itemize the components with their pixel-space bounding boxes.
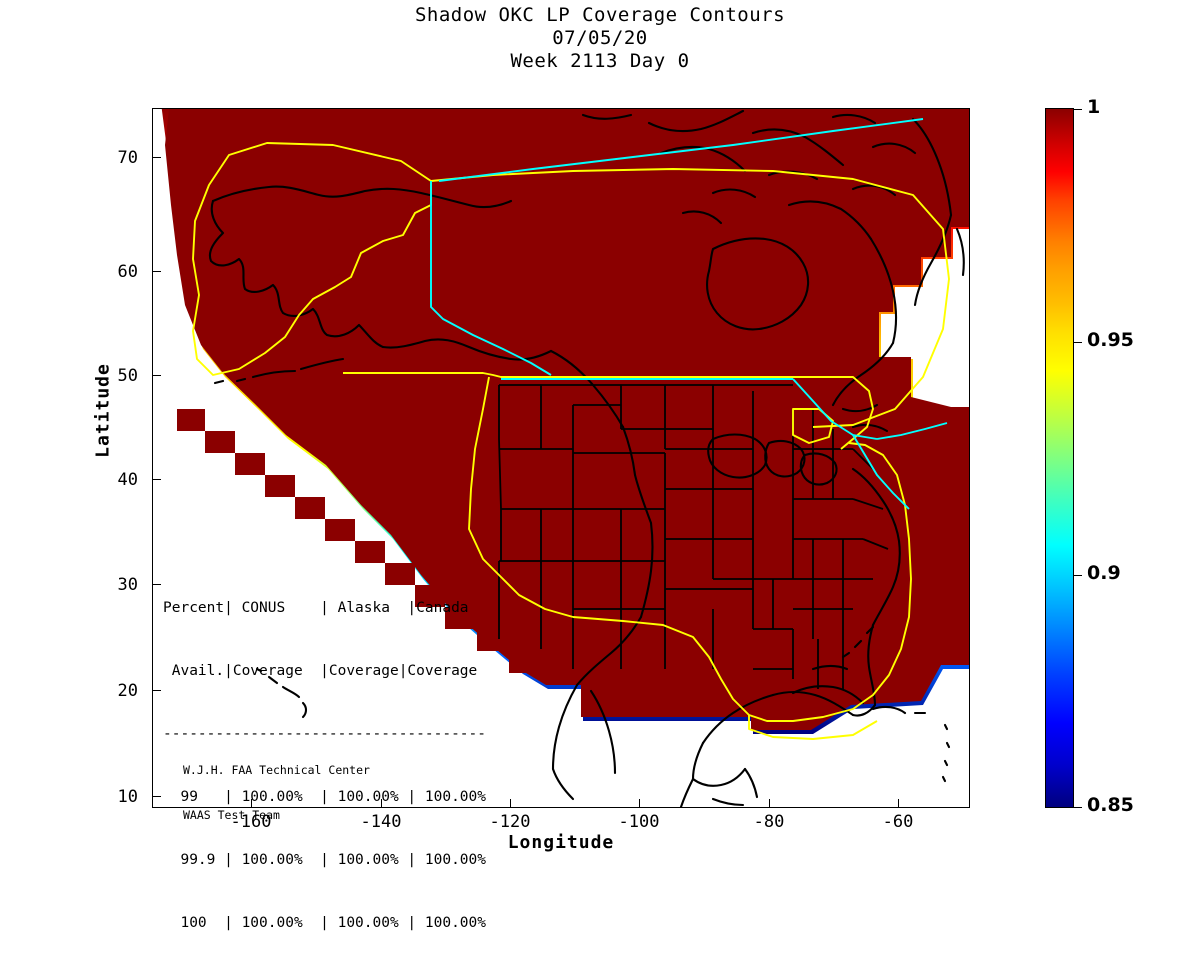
colorbar-label-095: 0.95: [1087, 329, 1134, 351]
ytick-label-20: 20: [117, 681, 138, 701]
credit-line-2: WAAS Test Team: [183, 808, 280, 822]
xtick-label-m60: -60: [882, 812, 914, 832]
figure-canvas: Shadow OKC LP Coverage Contours 07/05/20…: [0, 4, 1200, 931]
ytick-label-10: 10: [117, 787, 138, 807]
colorbar-label-1: 1: [1087, 96, 1101, 118]
ytick-label-60: 60: [117, 262, 138, 282]
service-volume-boundaries: [192, 142, 950, 740]
table-row: 99 | 100.00% | 100.00% | 100.00%: [163, 789, 487, 805]
table-header-row-2: Avail.|Coverage |Coverage|Coverage: [163, 663, 478, 679]
table-divider: -------------------------------------: [163, 726, 487, 742]
figure-title: Shadow OKC LP Coverage Contours 07/05/20…: [0, 4, 1200, 73]
ytick-label-30: 30: [117, 575, 138, 595]
ytick-label-70: 70: [117, 148, 138, 168]
xtick-label-m80: -80: [753, 812, 785, 832]
colorbar-tick: [1074, 807, 1082, 808]
y-axis-title: Latitude: [92, 363, 114, 458]
table-row: 100 | 100.00% | 100.00% | 100.00%: [163, 915, 487, 931]
credit-line-1: W.J.H. FAA Technical Center: [183, 763, 370, 777]
colorbar-label-09: 0.9: [1087, 562, 1121, 584]
international-borders: [430, 118, 948, 510]
credit-block: W.J.H. FAA Technical Center WAAS Test Te…: [183, 733, 370, 853]
map-svg: [153, 109, 969, 807]
title-line-1: Shadow OKC LP Coverage Contours: [414, 4, 786, 26]
map-plot-area: [152, 108, 970, 808]
coverage-edge-steps: [177, 409, 543, 673]
title-line-3: Week 2113 Day 0: [510, 50, 690, 72]
xtick-label-m100: -100: [618, 812, 660, 832]
table-row: 99.9 | 100.00% | 100.00% | 100.00%: [163, 852, 487, 868]
x-axis-title: Longitude: [507, 832, 615, 853]
coverage-region: [165, 109, 969, 730]
colorbar-tick: [1074, 575, 1082, 576]
table-header-row-1: Percent| CONUS | Alaska |Canada: [163, 600, 469, 616]
colorbar-label-085: 0.85: [1087, 794, 1134, 816]
colorbar-tick: [1074, 109, 1082, 110]
colorbar: 1 0.95 0.9 0.85: [1045, 96, 1134, 816]
title-line-2: 07/05/20: [552, 27, 648, 49]
colorbar-gradient: [1045, 108, 1074, 808]
colorbar-tick: [1074, 342, 1082, 343]
